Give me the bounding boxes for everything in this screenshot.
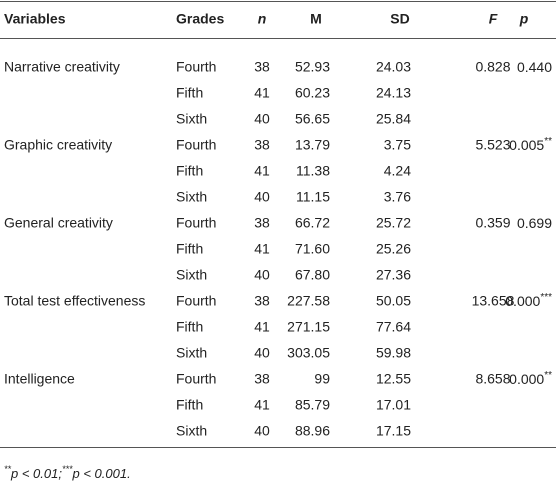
significance: *** xyxy=(540,292,552,303)
p-cell: 0.699 xyxy=(517,215,552,231)
header-cell: n xyxy=(258,11,267,27)
n-cell: 41 xyxy=(254,397,270,413)
m-cell: 303.05 xyxy=(287,345,330,361)
m-cell: 56.65 xyxy=(295,111,330,127)
variable-cell: Graphic creativity xyxy=(4,137,112,153)
footnote-mark: *** xyxy=(62,464,73,474)
header-cell: M xyxy=(310,11,322,27)
n-cell: 41 xyxy=(254,163,270,179)
n-cell: 38 xyxy=(254,293,270,309)
n-cell: 38 xyxy=(254,215,270,231)
grade-cell: Sixth xyxy=(176,267,207,283)
grade-cell: Sixth xyxy=(176,189,207,205)
grade-cell: Fourth xyxy=(176,59,216,75)
m-cell: 67.80 xyxy=(295,267,330,283)
grade-cell: Sixth xyxy=(176,345,207,361)
grade-cell: Fourth xyxy=(176,293,216,309)
grade-cell: Fifth xyxy=(176,397,203,413)
header-cell: Variables xyxy=(4,11,66,27)
p-value: 0.000 xyxy=(505,293,540,309)
significance: ** xyxy=(544,370,552,381)
sd-cell: 17.01 xyxy=(376,397,411,413)
grade-cell: Sixth xyxy=(176,111,207,127)
grade-cell: Fourth xyxy=(176,215,216,231)
p-cell: 0.000** xyxy=(509,370,552,387)
n-cell: 40 xyxy=(254,345,270,361)
sd-cell: 50.05 xyxy=(376,293,411,309)
grade-cell: Fourth xyxy=(176,371,216,387)
m-cell: 66.72 xyxy=(295,215,330,231)
f-cell: 0.359 xyxy=(475,215,510,231)
sd-cell: 17.15 xyxy=(376,423,411,439)
m-cell: 71.60 xyxy=(295,241,330,257)
sd-cell: 24.03 xyxy=(376,59,411,75)
sd-cell: 12.55 xyxy=(376,371,411,387)
n-cell: 40 xyxy=(254,423,270,439)
header-cell: SD xyxy=(390,11,409,27)
p-cell: 0.440 xyxy=(517,59,552,75)
f-cell: 0.828 xyxy=(475,59,510,75)
f-cell: 8.658 xyxy=(475,371,510,387)
m-cell: 11.15 xyxy=(296,189,330,205)
m-cell: 227.58 xyxy=(287,293,330,309)
significance: ** xyxy=(544,136,552,147)
p-value: 0.440 xyxy=(517,59,552,75)
footnote: **p < 0.01;***p < 0.001. xyxy=(4,464,131,481)
p-cell: 0.000*** xyxy=(505,292,552,309)
sd-cell: 3.75 xyxy=(384,137,411,153)
grade-cell: Fifth xyxy=(176,241,203,257)
n-cell: 38 xyxy=(254,59,270,75)
sd-cell: 24.13 xyxy=(376,85,411,101)
variable-cell: Narrative creativity xyxy=(4,59,120,75)
m-cell: 11.38 xyxy=(296,163,330,179)
footnote-text: p < 0.01; xyxy=(10,466,62,481)
p-value: 0.699 xyxy=(517,215,552,231)
n-cell: 41 xyxy=(254,319,270,335)
m-cell: 13.79 xyxy=(295,137,330,153)
header-cell: p xyxy=(519,11,529,27)
grade-cell: Fourth xyxy=(176,137,216,153)
p-value: 0.005 xyxy=(509,137,544,153)
sd-cell: 25.72 xyxy=(376,215,411,231)
n-cell: 40 xyxy=(254,267,270,283)
sd-cell: 59.98 xyxy=(376,345,411,361)
m-cell: 60.23 xyxy=(295,85,330,101)
header-cell: F xyxy=(489,11,498,27)
grade-cell: Fifth xyxy=(176,319,203,335)
variable-cell: Total test effectiveness xyxy=(4,293,145,309)
sd-cell: 77.64 xyxy=(376,319,411,335)
n-cell: 38 xyxy=(254,137,270,153)
sd-cell: 25.26 xyxy=(376,241,411,257)
sd-cell: 4.24 xyxy=(384,163,411,179)
footnote-text: p < 0.001. xyxy=(72,466,131,481)
header-cell: Grades xyxy=(176,11,224,27)
sd-cell: 3.76 xyxy=(384,189,411,205)
f-cell: 13.658 xyxy=(472,293,515,309)
m-cell: 88.96 xyxy=(295,423,330,439)
p-value: 0.000 xyxy=(509,371,544,387)
grade-cell: Fifth xyxy=(176,85,203,101)
variable-cell: General creativity xyxy=(4,215,113,231)
n-cell: 40 xyxy=(254,189,270,205)
n-cell: 41 xyxy=(254,85,270,101)
m-cell: 99 xyxy=(314,371,330,387)
sd-cell: 25.84 xyxy=(376,111,411,127)
grade-cell: Fifth xyxy=(176,163,203,179)
m-cell: 271.15 xyxy=(287,319,330,335)
footnote-mark: ** xyxy=(4,464,12,474)
n-cell: 41 xyxy=(254,241,270,257)
p-cell: 0.005** xyxy=(509,136,552,153)
m-cell: 85.79 xyxy=(295,397,330,413)
sd-cell: 27.36 xyxy=(376,267,411,283)
n-cell: 38 xyxy=(254,371,270,387)
f-cell: 5.523 xyxy=(475,137,510,153)
grade-cell: Sixth xyxy=(176,423,207,439)
variable-cell: Intelligence xyxy=(4,371,75,387)
n-cell: 40 xyxy=(254,111,270,127)
m-cell: 52.93 xyxy=(295,59,330,75)
